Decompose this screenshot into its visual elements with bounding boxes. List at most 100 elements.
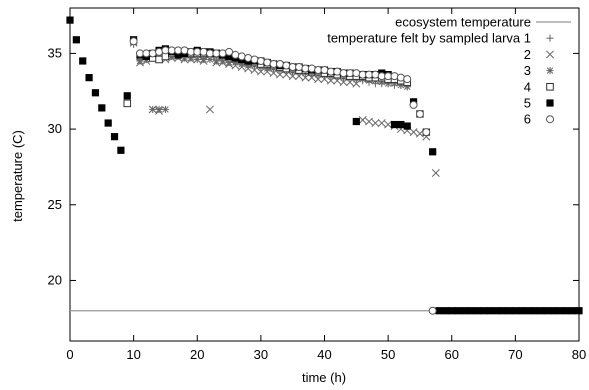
legend-label: 4 xyxy=(524,79,531,94)
data-point xyxy=(129,37,138,46)
y-tick-label: 30 xyxy=(48,121,62,136)
data-point xyxy=(467,307,475,315)
data-point xyxy=(422,128,431,137)
data-point xyxy=(428,306,437,315)
data-point xyxy=(352,69,361,78)
legend-label: 3 xyxy=(524,63,531,78)
data-point xyxy=(333,67,342,76)
data-point xyxy=(104,119,112,127)
x-tick-label: 80 xyxy=(572,347,586,362)
data-point xyxy=(556,307,564,315)
data-point xyxy=(479,307,488,315)
data-point xyxy=(85,74,93,82)
y-tick-label: 35 xyxy=(48,45,62,60)
series-2 xyxy=(129,38,440,177)
data-point xyxy=(454,307,462,315)
data-point xyxy=(155,55,163,64)
data-point xyxy=(390,120,399,129)
data-point xyxy=(429,148,437,156)
data-point xyxy=(155,105,163,114)
data-point xyxy=(98,104,106,112)
x-tick-label: 20 xyxy=(190,347,204,362)
data-point xyxy=(237,52,246,61)
data-point xyxy=(72,36,80,44)
data-point xyxy=(365,117,373,126)
data-point xyxy=(371,70,380,79)
x-tick-label: 50 xyxy=(381,347,395,362)
data-point xyxy=(415,129,424,138)
data-point xyxy=(117,146,125,154)
data-point xyxy=(218,49,227,58)
data-point xyxy=(549,307,558,315)
x-tick-label: 30 xyxy=(254,347,268,362)
data-point xyxy=(575,307,583,315)
legend-label: ecosystem temperature xyxy=(395,15,531,30)
y-tick-label: 20 xyxy=(48,272,62,287)
data-point xyxy=(569,307,577,315)
x-axis-label: time (h) xyxy=(302,370,346,385)
data-point xyxy=(320,66,329,75)
data-point xyxy=(180,46,189,55)
data-point xyxy=(282,61,291,70)
data-point xyxy=(199,47,208,56)
data-point xyxy=(225,52,233,61)
legend-marker xyxy=(546,67,554,75)
legend-marker xyxy=(546,50,554,59)
data-point xyxy=(409,128,418,137)
data-point xyxy=(200,55,208,64)
legend-marker xyxy=(546,34,554,42)
data-point xyxy=(562,307,570,315)
x-tick-label: 60 xyxy=(445,347,459,362)
legend-marker xyxy=(546,83,554,91)
y-tick-label: 25 xyxy=(48,197,62,212)
legend-marker xyxy=(546,99,554,107)
data-point xyxy=(231,50,240,59)
data-point xyxy=(435,307,443,315)
data-point xyxy=(110,133,119,141)
series-5 xyxy=(66,16,583,315)
data-point xyxy=(537,307,545,315)
data-point xyxy=(307,64,316,73)
data-point xyxy=(415,109,424,118)
data-point xyxy=(518,307,526,315)
data-point xyxy=(136,57,144,65)
series-6 xyxy=(129,37,437,315)
data-point xyxy=(275,60,284,69)
data-point xyxy=(256,56,265,65)
data-point xyxy=(384,120,393,129)
data-point xyxy=(371,119,380,127)
data-point xyxy=(492,307,500,315)
data-point xyxy=(448,307,456,315)
data-point xyxy=(155,47,164,56)
data-point xyxy=(123,99,132,108)
legend-label: temperature felt by sampled larva 1 xyxy=(327,31,531,46)
data-point xyxy=(505,307,513,315)
legend-label: 2 xyxy=(524,47,531,62)
data-point xyxy=(66,16,74,24)
data-point xyxy=(441,307,449,315)
data-point xyxy=(511,307,519,315)
data-point xyxy=(543,307,551,315)
data-point xyxy=(250,55,259,64)
data-point xyxy=(212,57,220,65)
data-point xyxy=(473,307,481,315)
x-tick-label: 40 xyxy=(317,347,331,362)
data-point xyxy=(149,105,157,114)
data-point xyxy=(524,307,532,315)
data-point xyxy=(530,307,539,315)
data-point xyxy=(263,58,272,67)
data-point xyxy=(377,119,386,127)
x-tick-label: 0 xyxy=(66,347,73,362)
data-point xyxy=(460,307,469,315)
data-point xyxy=(396,73,405,82)
data-point xyxy=(206,105,214,114)
data-point xyxy=(225,47,234,56)
legend-label: 5 xyxy=(524,96,531,111)
data-point xyxy=(431,169,440,177)
data-point xyxy=(486,307,494,315)
y-axis-label: temperature (C) xyxy=(10,130,25,222)
data-point xyxy=(91,89,100,97)
data-point xyxy=(358,116,367,124)
legend-label: 6 xyxy=(524,112,531,127)
